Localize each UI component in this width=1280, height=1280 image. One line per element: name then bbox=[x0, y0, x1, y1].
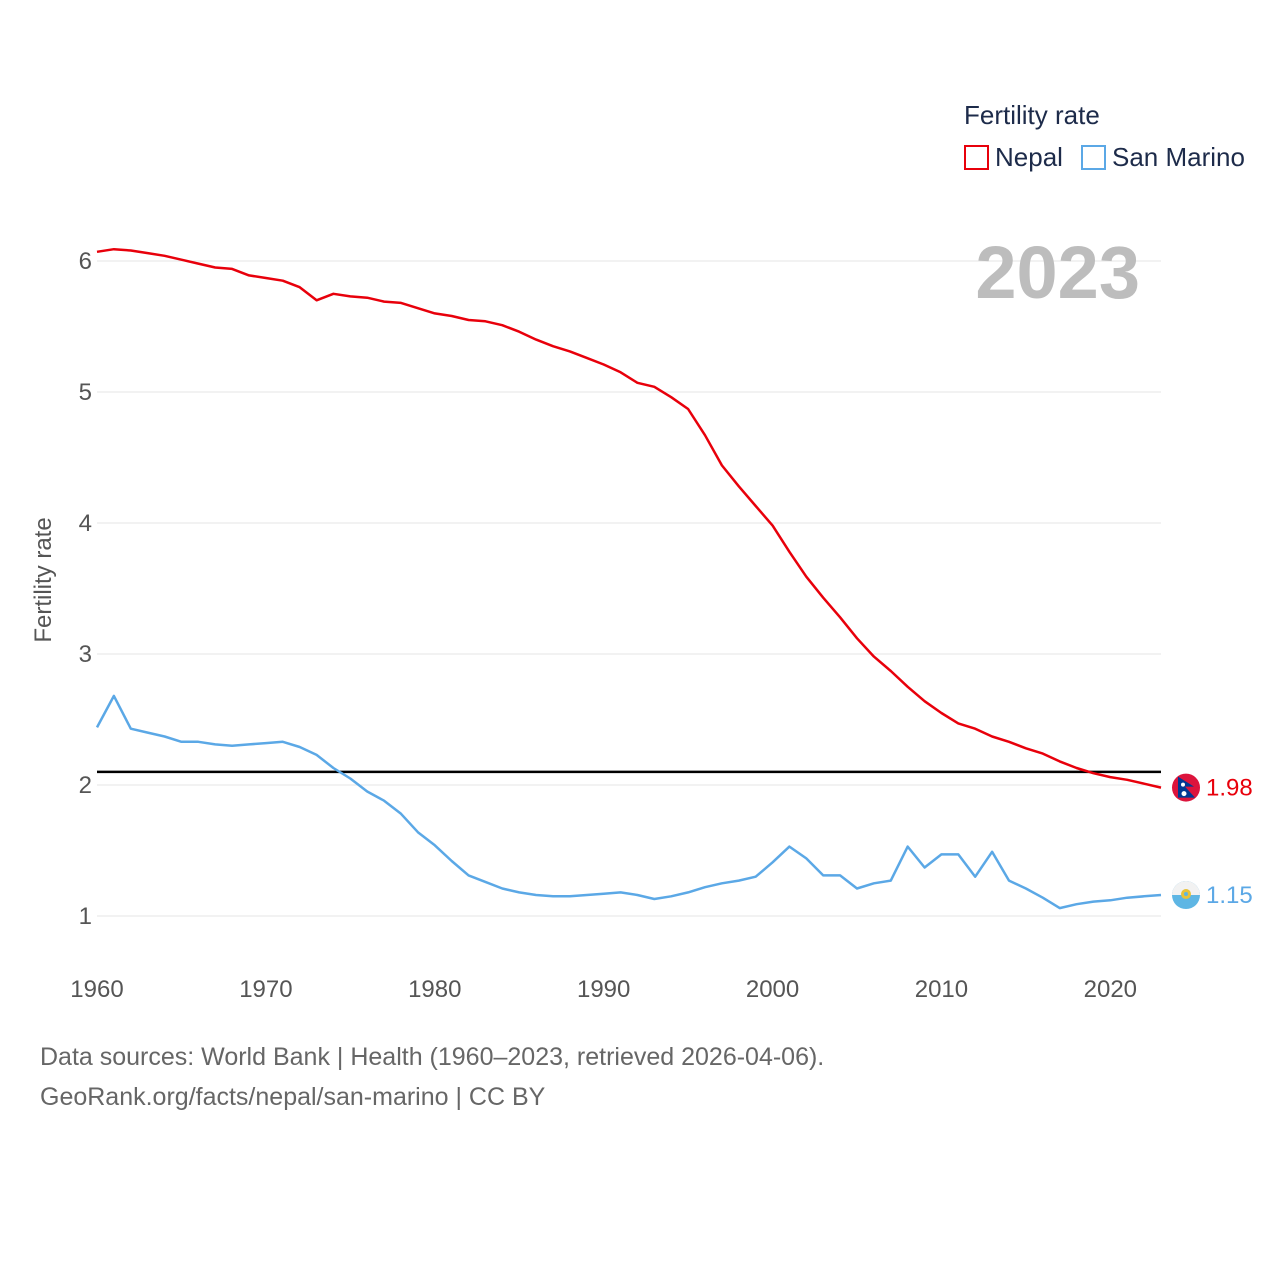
series-line-san-marino[interactable] bbox=[95, 694, 1162, 910]
legend-swatch-san-marino bbox=[1081, 145, 1106, 170]
series-lines bbox=[95, 247, 1162, 910]
legend[interactable]: Fertility rate Nepal San Marino bbox=[964, 100, 1245, 172]
y-axis-title: Fertility rate bbox=[30, 517, 57, 642]
legend-label-nepal: Nepal bbox=[995, 142, 1063, 172]
legend-item-san-marino[interactable]: San Marino bbox=[1081, 142, 1245, 172]
legend-swatch-nepal bbox=[964, 145, 989, 170]
footer-source: Data sources: World Bank | Health (1960–… bbox=[40, 1043, 825, 1071]
series-line-nepal[interactable] bbox=[96, 247, 1162, 789]
x-tick-label: 1990 bbox=[577, 976, 630, 1003]
y-tick-label: 2 bbox=[79, 772, 92, 799]
end-markers: 1.98 1.15 bbox=[1172, 773, 1253, 910]
y-tick-label: 5 bbox=[79, 379, 92, 406]
x-tick-label: 2010 bbox=[915, 976, 968, 1003]
legend-label-san-marino: San Marino bbox=[1112, 142, 1245, 172]
end-value-label-san-marino: 1.15 bbox=[1206, 882, 1253, 909]
y-tick-label: 4 bbox=[79, 510, 92, 537]
y-tick-labels: 1 2 3 4 5 6 bbox=[79, 248, 92, 930]
fertility-chart: 1 2 3 4 5 6 1960 1970 1980 1990 2000 2010 2020 Fert… bbox=[30, 100, 1253, 1003]
x-tick-label: 2020 bbox=[1084, 976, 1137, 1003]
end-value-label-nepal: 1.98 bbox=[1206, 775, 1253, 802]
x-tick-label: 1980 bbox=[408, 976, 461, 1003]
x-tick-label: 2000 bbox=[746, 976, 799, 1003]
y-tick-label: 6 bbox=[79, 248, 92, 275]
nepal-flag-icon bbox=[1172, 773, 1200, 802]
y-tick-label: 3 bbox=[79, 641, 92, 668]
footer-link[interactable]: GeoRank.org/facts/nepal/san-marino | CC … bbox=[40, 1083, 546, 1111]
x-tick-label: 1960 bbox=[70, 976, 123, 1003]
x-tick-labels: 1960 1970 1980 1990 2000 2010 2020 bbox=[70, 976, 1137, 1003]
legend-title: Fertility rate bbox=[964, 100, 1100, 130]
x-tick-label: 1970 bbox=[239, 976, 292, 1003]
san-marino-flag-icon bbox=[1172, 881, 1200, 910]
year-label: 2023 bbox=[975, 231, 1140, 314]
legend-item-nepal[interactable]: Nepal bbox=[964, 142, 1063, 172]
y-tick-label: 1 bbox=[79, 903, 92, 930]
grid-lines bbox=[97, 260, 1161, 917]
